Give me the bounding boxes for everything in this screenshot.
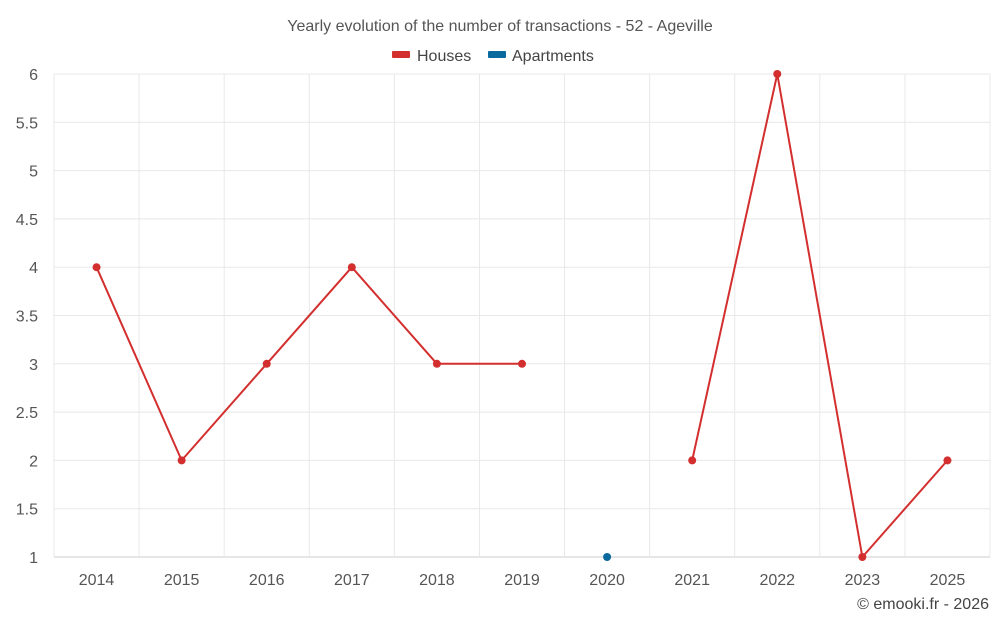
y-tick-label: 4 [29,260,38,277]
x-tick-label: 2023 [845,572,881,589]
x-tick-label: 2018 [419,572,455,589]
y-tick-label: 4.5 [16,212,38,229]
y-tick-label: 3 [29,357,38,374]
data-point-houses[interactable] [518,359,526,368]
legend-label-apartments: Apartments [512,48,594,65]
y-tick-label: 3.5 [16,309,38,326]
x-tick-label: 2015 [164,572,200,589]
legend: Houses Apartments [392,48,594,65]
x-tick-label: 2014 [79,572,115,589]
data-point-houses[interactable] [262,359,271,368]
x-tick-label: 2017 [334,572,370,589]
x-axis-labels: 2014 2015 2016 2017 2018 2019 2020 2021 2022 2023… [79,572,966,589]
y-tick-label: 2.5 [16,405,38,422]
legend-swatch-apartments [488,51,506,58]
chart-title: Yearly evolution of the number of transa… [287,18,713,35]
y-tick-label: 1 [29,550,38,567]
data-point-houses[interactable] [858,553,867,561]
series-lines [95,73,949,558]
x-tick-label: 2019 [504,572,540,589]
series-line-houses [691,73,949,558]
legend-item-houses[interactable]: Houses [392,48,471,65]
legend-label-houses: Houses [417,48,471,65]
y-tick-label: 6 [29,67,38,84]
legend-item-apartments[interactable]: Apartments [488,48,594,65]
data-point-apartments[interactable] [603,553,612,561]
legend-swatch-houses [392,51,410,58]
x-tick-label: 2022 [759,572,795,589]
series-points [92,70,952,561]
x-tick-label: 2020 [589,572,625,589]
series-line-houses [95,266,522,462]
data-point-houses[interactable] [432,359,441,368]
grid [53,73,991,558]
data-point-houses[interactable] [688,456,697,465]
y-tick-label: 5 [29,164,38,181]
y-axis-labels: 1 1.5 2 2.5 3 3.5 4 4.5 5 5.5 6 [16,67,38,567]
x-tick-label: 2021 [674,572,710,589]
data-point-houses[interactable] [177,456,186,465]
y-tick-label: 1.5 [16,502,38,519]
y-tick-label: 2 [29,453,38,470]
data-point-houses[interactable] [773,70,782,78]
credit-text: © emooki.fr - 2026 [857,596,989,613]
data-point-houses[interactable] [943,456,952,465]
x-tick-label: 2025 [930,572,966,589]
y-tick-label: 5.5 [16,115,38,132]
x-tick-label: 2016 [249,572,285,589]
data-point-houses[interactable] [92,263,101,272]
data-point-houses[interactable] [347,263,356,272]
